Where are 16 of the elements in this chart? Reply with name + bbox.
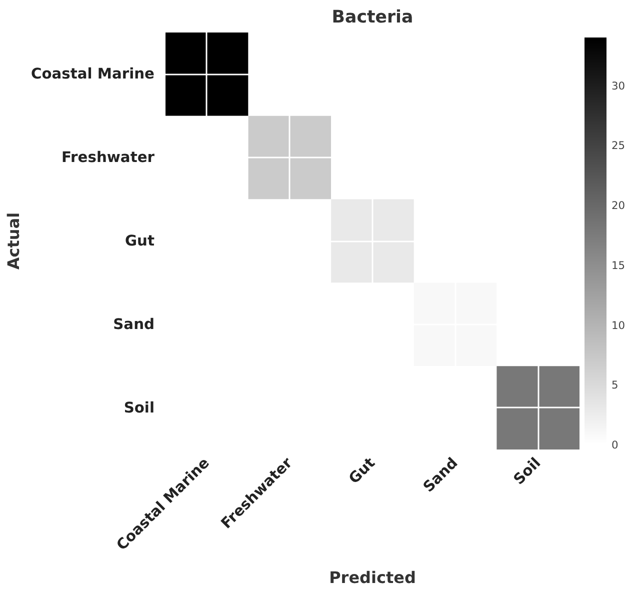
y-tick-label: Soil xyxy=(124,399,155,416)
x-axis-title: Predicted xyxy=(329,568,416,587)
y-tick-label: Sand xyxy=(113,316,155,333)
color-bar-label: 20 xyxy=(612,199,626,212)
color-bar-label: 5 xyxy=(612,378,618,392)
color-bar-label: 25 xyxy=(612,139,626,152)
y-tick-label: Coastal Marine xyxy=(30,66,155,83)
chart-title: Bacteria xyxy=(332,8,414,28)
x-tick-label: Gut xyxy=(346,454,379,488)
color-bar-label: 15 xyxy=(612,258,626,272)
color-bar-label: 10 xyxy=(612,318,626,332)
color-bar-label: 0 xyxy=(612,438,618,452)
y-axis-title: Actual xyxy=(4,212,23,270)
color-bar-label: 30 xyxy=(612,79,626,92)
y-tick-label: Freshwater xyxy=(61,149,156,166)
y-tick-label: Gut xyxy=(125,232,155,250)
